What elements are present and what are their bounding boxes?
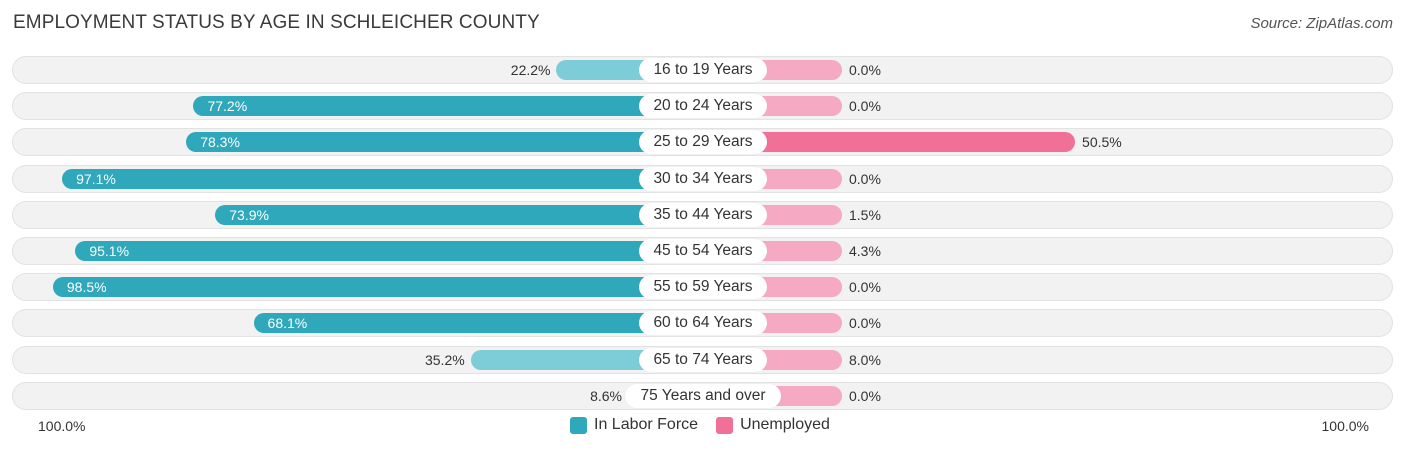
value-label-labor-force: 97.1% xyxy=(76,171,116,187)
value-label-labor-force: 98.5% xyxy=(66,279,107,295)
value-label-unemployed: 4.3% xyxy=(849,243,881,259)
value-label-labor-force: 35.2% xyxy=(424,352,465,368)
value-label-unemployed: 0.0% xyxy=(849,98,881,114)
legend-item-unemployed[interactable]: Unemployed xyxy=(716,416,830,434)
axis-left-label: 100.0% xyxy=(38,418,86,434)
legend-label-unemployed: Unemployed xyxy=(740,416,830,433)
category-label: 20 to 24 Years xyxy=(639,94,767,118)
legend-swatch-labor-force xyxy=(570,416,587,434)
legend-item-labor-force[interactable]: In Labor Force xyxy=(570,416,698,434)
bar-labor-force[interactable] xyxy=(75,241,703,261)
value-label-labor-force: 77.2% xyxy=(207,98,248,114)
category-label: 16 to 19 Years xyxy=(639,58,767,82)
category-label: 60 to 64 Years xyxy=(639,311,767,335)
category-label: 30 to 34 Years xyxy=(639,167,767,191)
value-label-labor-force: 22.2% xyxy=(510,62,551,78)
legend-swatch-unemployed xyxy=(716,416,734,434)
category-label: 75 Years and over xyxy=(625,384,781,408)
bar-labor-force[interactable] xyxy=(62,169,703,189)
legend: In Labor Force Unemployed xyxy=(570,416,848,434)
category-label: 65 to 74 Years xyxy=(639,348,767,372)
bar-labor-force[interactable] xyxy=(186,132,703,152)
value-label-unemployed: 50.5% xyxy=(1082,134,1122,150)
value-label-unemployed: 0.0% xyxy=(849,171,881,187)
value-label-labor-force: 95.1% xyxy=(89,243,130,259)
bar-labor-force[interactable] xyxy=(253,313,703,333)
source-label: Source: ZipAtlas.com xyxy=(1250,15,1393,32)
value-label-labor-force: 78.3% xyxy=(200,134,240,150)
category-label: 35 to 44 Years xyxy=(639,203,767,227)
value-label-labor-force: 8.6% xyxy=(590,388,622,404)
category-label: 25 to 29 Years xyxy=(639,130,767,154)
category-label: 45 to 54 Years xyxy=(639,239,767,263)
bar-labor-force[interactable] xyxy=(52,277,703,297)
bar-unemployed[interactable] xyxy=(703,132,1076,152)
value-label-unemployed: 8.0% xyxy=(849,352,881,368)
value-label-unemployed: 0.0% xyxy=(849,315,881,331)
bar-labor-force[interactable] xyxy=(193,96,703,116)
axis-right-label: 100.0% xyxy=(1321,418,1369,434)
chart-title: EMPLOYMENT STATUS BY AGE IN SCHLEICHER C… xyxy=(13,12,540,33)
value-label-labor-force: 73.9% xyxy=(229,207,269,223)
value-label-unemployed: 0.0% xyxy=(849,279,881,295)
category-label: 55 to 59 Years xyxy=(639,275,767,299)
legend-label-labor-force: In Labor Force xyxy=(594,416,699,433)
value-label-labor-force: 68.1% xyxy=(267,315,308,331)
bar-labor-force[interactable] xyxy=(215,205,703,225)
value-label-unemployed: 0.0% xyxy=(849,388,881,404)
value-label-unemployed: 0.0% xyxy=(849,62,881,78)
value-label-unemployed: 1.5% xyxy=(849,207,881,223)
